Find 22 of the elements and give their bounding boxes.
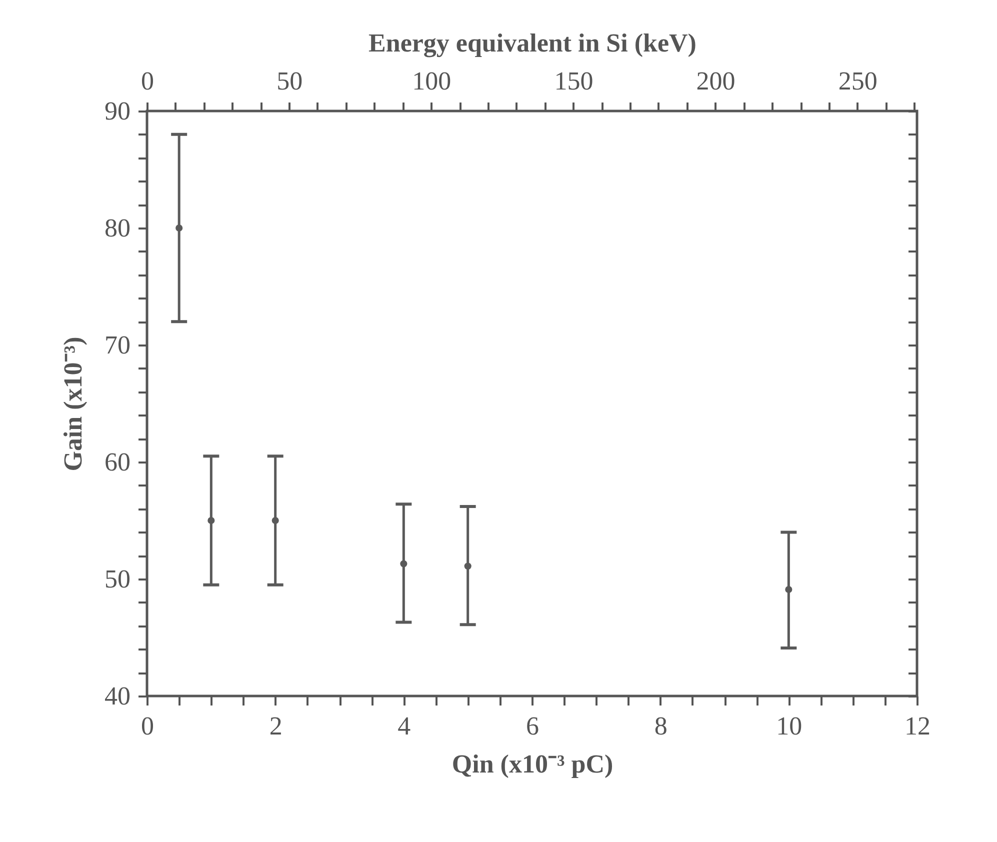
x-axis-title: Qin (x10⁻³ pC) — [452, 750, 614, 778]
x-tick-label: 6 — [526, 712, 539, 740]
y-tick-label: 90 — [104, 96, 130, 126]
y-tick-label: 80 — [104, 214, 130, 242]
x-tick-label: 8 — [654, 712, 668, 740]
x2-tick-label: 250 — [838, 66, 878, 96]
y-tick-label: 50 — [104, 564, 130, 594]
x2-tick-label: 150 — [554, 66, 594, 96]
x2-tick-label: 0 — [141, 66, 154, 96]
x2-tick-label: 50 — [276, 66, 303, 96]
x-tick-label: 10 — [776, 712, 802, 740]
y-tick-label: 60 — [104, 448, 130, 476]
x-tick-label: 4 — [398, 712, 411, 740]
y-axis-title: Gain (x10⁻³) — [58, 336, 88, 472]
x2-tick-label: 200 — [696, 66, 736, 96]
y-tick-label: 70 — [104, 330, 130, 360]
y-tick-label: 40 — [104, 682, 130, 710]
x-tick-label: 2 — [269, 712, 282, 740]
x-tick-label: 0 — [141, 712, 154, 740]
x2-tick-label: 100 — [412, 66, 452, 96]
x-tick-label: 12 — [904, 712, 930, 740]
x2-axis-title: Energy equivalent in Si (keV) — [368, 28, 696, 58]
